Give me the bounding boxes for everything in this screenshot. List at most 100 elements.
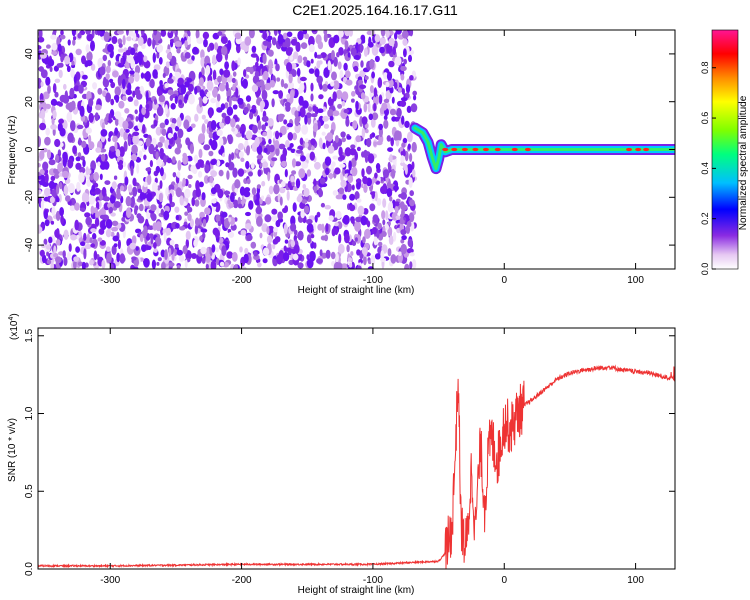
heatmap-noise-cell [256, 55, 260, 63]
heatmap-noise-cell [340, 263, 348, 269]
heatmap-noise-cell [349, 193, 356, 201]
heatmap-noise-cell [219, 122, 225, 129]
heatmap-noise-cell [351, 184, 355, 191]
heatmap-noise-cell [287, 81, 295, 90]
heatmap-noise-cell [328, 215, 334, 222]
heatmap-noise-cell [187, 206, 193, 213]
heatmap-noise-cell [88, 98, 94, 107]
heatmap-noise-cell [45, 76, 51, 86]
heatmap-noise-cell [392, 46, 397, 56]
heatmap-noise-cell [248, 171, 253, 177]
heatmap-noise-cell [345, 117, 350, 127]
heatmap-noise-cell [143, 55, 148, 63]
heatmap-noise-cell [84, 212, 91, 218]
heatmap-noise-cell [40, 81, 44, 87]
heatmap-noise-cell [269, 144, 275, 153]
heatmap-noise-cell [103, 31, 110, 42]
heatmap-noise-cell [204, 119, 209, 124]
heatmap-noise-cell [203, 38, 208, 48]
heatmap-noise-cell [177, 77, 184, 85]
heatmap-noise-cell [386, 135, 391, 142]
heatmap-noise-cell [374, 191, 378, 202]
heatmap-noise-cell [370, 118, 376, 128]
heatmap-noise-cell [198, 148, 203, 159]
heatmap-noise-cell [278, 143, 286, 150]
heatmap-noise-cell [382, 183, 387, 192]
heatmap-noise-cell [184, 259, 188, 269]
heatmap-noise-cell [249, 111, 254, 120]
heatmap-noise-cell [404, 263, 410, 269]
heatmap-noise-cell [387, 161, 391, 169]
heatmap-noise-cell [204, 89, 208, 95]
heatmap-noise-cell [62, 95, 70, 104]
heatmap-noise-cell [326, 132, 334, 142]
heatmap-noise-cell [78, 172, 85, 183]
heatmap-noise-cell [174, 206, 180, 213]
heatmap-noise-cell [405, 92, 410, 99]
heatmap-noise-cell [281, 180, 286, 188]
heatmap-noise-cell [101, 153, 106, 162]
heatmap-noise-cell [84, 193, 90, 203]
heatmap-noise-cell [166, 157, 172, 164]
heatmap-noise-cell [286, 122, 293, 128]
heatmap-noise-cell [51, 51, 58, 55]
heatmap-noise-cell [282, 32, 289, 40]
heatmap-noise-cell [351, 241, 357, 246]
heatmap-noise-cell [193, 154, 199, 164]
heatmap-noise-cell [364, 228, 371, 239]
heatmap-noise-cell [347, 257, 353, 262]
heatmap-noise-cell [271, 37, 277, 46]
heatmap-noise-cell [110, 98, 115, 106]
heatmap-noise-cell [232, 167, 238, 178]
heatmap-noise-cell [230, 118, 236, 128]
heatmap-noise-cell [354, 221, 361, 232]
heatmap-noise-cell [408, 54, 412, 63]
heatmap-noise-cell [75, 48, 82, 56]
heatmap-noise-cell [159, 122, 166, 129]
colorbar-tick-label: 0.2 [700, 212, 710, 225]
heatmap-noise-cell [302, 184, 307, 189]
heatmap-noise-cell [96, 30, 101, 36]
heatmap-noise-cell [155, 151, 159, 161]
heatmap-noise-cell [115, 192, 122, 200]
heatmap-noise-cell [237, 196, 241, 206]
heatmap-noise-cell [400, 239, 405, 244]
heatmap-noise-cell [275, 147, 280, 157]
heatmap-noise-cell [177, 128, 184, 139]
heatmap-noise-cell [227, 199, 231, 205]
heatmap-noise-cell [163, 210, 170, 221]
heatmap-noise-cell [346, 244, 350, 253]
heatmap-noise-cell [93, 187, 101, 195]
y-tick-label: 0.5 [24, 484, 35, 498]
heatmap-noise-cell [56, 184, 60, 195]
heatmap-noise-cell [146, 192, 153, 202]
heatmap-noise-cell [76, 181, 81, 192]
heatmap-noise-cell [42, 161, 49, 171]
heatmap-noise-cell [400, 229, 407, 236]
heatmap-noise-cell [379, 46, 385, 54]
heatmap-noise-cell [271, 215, 278, 222]
heatmap-noise-cell [350, 144, 356, 149]
heatmap-noise-cell [145, 137, 151, 147]
heatmap-noise-cell [63, 229, 69, 240]
heatmap-noise-cell [260, 104, 264, 113]
heatmap-noise-cell [148, 143, 155, 155]
heatmap-noise-cell [84, 243, 92, 250]
heatmap-noise-cell [373, 141, 377, 147]
heatmap-noise-cell [125, 49, 132, 56]
heatmap-noise-cell [324, 204, 332, 210]
heatmap-noise-cell [325, 167, 330, 176]
snr-ticks: -300 -200 -100 0 100 0.0 0.5 1.0 1.5 [24, 328, 675, 586]
heatmap-noise-cell [366, 165, 372, 175]
heatmap-noise-cell [389, 154, 393, 163]
heatmap-noise-cell [153, 30, 158, 36]
heatmap-noise-cell [256, 216, 263, 227]
heatmap-noise-cell [350, 217, 355, 224]
heatmap-noise-cell [401, 115, 405, 125]
heatmap-noise-cell [50, 34, 57, 40]
heatmap-noise-cell [91, 184, 96, 193]
heatmap-noise-cell [301, 161, 309, 169]
heatmap-noise-cell [273, 30, 278, 36]
heatmap-noise-cell [95, 147, 102, 153]
heatmap-noise-cell [367, 259, 372, 265]
